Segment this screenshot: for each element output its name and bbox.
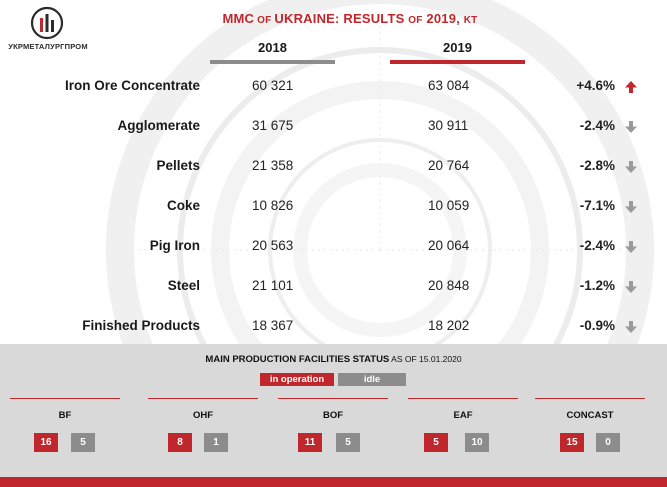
change-percent: -2.8% (579, 158, 615, 173)
value-2018: 31 675 (252, 118, 294, 133)
facilities-status-title: MAIN PRODUCTION FACILITIES STATUS AS OF … (205, 354, 462, 365)
value-2019: 20 064 (428, 238, 470, 253)
facility-ohf: OHF 8 1 (148, 396, 258, 460)
facility-eaf: EAF 5 10 (408, 396, 518, 460)
legend-in-operation: in operation (260, 373, 334, 386)
value-2018: 21 358 (252, 158, 294, 173)
facility-concast: CONCAST 15 0 (535, 396, 645, 460)
count-in-operation: 5 (424, 433, 448, 452)
table-row: Pellets 21 358 20 764 -2.8% (0, 151, 667, 181)
year-underline-2018 (210, 60, 335, 64)
legend-idle: idle (338, 373, 406, 386)
value-2019: 18 202 (428, 318, 470, 333)
facility-name: EAF (453, 410, 473, 421)
year-header-2018: 2018 (258, 40, 287, 55)
value-2019: 20 848 (428, 278, 470, 293)
value-2018: 21 101 (252, 278, 294, 293)
count-idle: 0 (596, 433, 620, 452)
count-idle: 5 (71, 433, 95, 452)
bottom-accent-strip (0, 477, 667, 487)
count-in-operation: 15 (560, 433, 584, 452)
arrow-up-icon (625, 81, 637, 93)
change-percent: -0.9% (579, 318, 615, 333)
value-2018: 18 367 (252, 318, 294, 333)
table-row: Agglomerate 31 675 30 911 -2.4% (0, 111, 667, 141)
facility-divider (148, 398, 258, 399)
facility-name: OHF (192, 410, 214, 421)
count-idle: 10 (465, 433, 489, 452)
arrow-down-icon (625, 321, 637, 333)
facility-divider (535, 398, 645, 399)
arrow-down-icon (625, 281, 637, 293)
count-in-operation: 16 (34, 433, 58, 452)
value-2018: 20 563 (252, 238, 294, 253)
change-percent: -1.2% (579, 278, 615, 293)
year-header-2019: 2019 (443, 40, 472, 55)
product-name: Pig Iron (149, 238, 200, 253)
product-name: Pellets (156, 158, 200, 173)
factory-chimneys-icon (30, 6, 64, 40)
value-2019: 63 084 (428, 78, 470, 93)
table-row: Coke 10 826 10 059 -7.1% (0, 191, 667, 221)
arrow-down-icon (625, 121, 637, 133)
table-row: Pig Iron 20 563 20 064 -2.4% (0, 231, 667, 261)
logo-text: УКРМЕТАЛУРГПРОМ (8, 42, 88, 51)
value-2018: 10 826 (252, 198, 294, 213)
year-underline-2019 (390, 60, 525, 64)
facility-name: BOF (322, 410, 344, 421)
product-name: Agglomerate (117, 118, 200, 133)
count-idle: 1 (204, 433, 228, 452)
table-row: Finished Products 18 367 18 202 -0.9% (0, 311, 667, 341)
product-name: Iron Ore Concentrate (64, 78, 200, 93)
facility-divider (278, 398, 388, 399)
facilities-status-panel (0, 344, 667, 477)
arrow-down-icon (625, 161, 637, 173)
page-title: MMC OF UKRAINE: RESULTS OF 2019, KT (222, 11, 478, 26)
value-2019: 20 764 (428, 158, 470, 173)
change-percent: -2.4% (579, 238, 615, 253)
arrow-down-icon (625, 241, 637, 253)
count-idle: 5 (336, 433, 360, 452)
count-in-operation: 11 (298, 433, 322, 452)
product-name: Steel (167, 278, 200, 293)
table-row: Steel 21 101 20 848 -1.2% (0, 271, 667, 301)
change-percent: +4.6% (576, 78, 615, 93)
count-in-operation: 8 (168, 433, 192, 452)
arrow-down-icon (625, 201, 637, 213)
facility-divider (10, 398, 120, 399)
product-name: Finished Products (82, 318, 200, 333)
company-logo: УКРМЕТАЛУРГПРОМ (8, 6, 88, 52)
value-2019: 30 911 (428, 118, 469, 133)
table-row: Iron Ore Concentrate 60 321 63 084 +4.6% (0, 71, 667, 101)
value-2018: 60 321 (252, 78, 294, 93)
facility-bof: BOF 11 5 (278, 396, 388, 460)
facility-bf: BF 16 5 (10, 396, 120, 460)
change-percent: -7.1% (579, 198, 615, 213)
facility-name: CONCAST (566, 410, 614, 421)
product-name: Coke (166, 198, 200, 213)
value-2019: 10 059 (428, 198, 470, 213)
change-percent: -2.4% (579, 118, 615, 133)
facility-name: BF (58, 410, 72, 421)
facility-divider (408, 398, 518, 399)
